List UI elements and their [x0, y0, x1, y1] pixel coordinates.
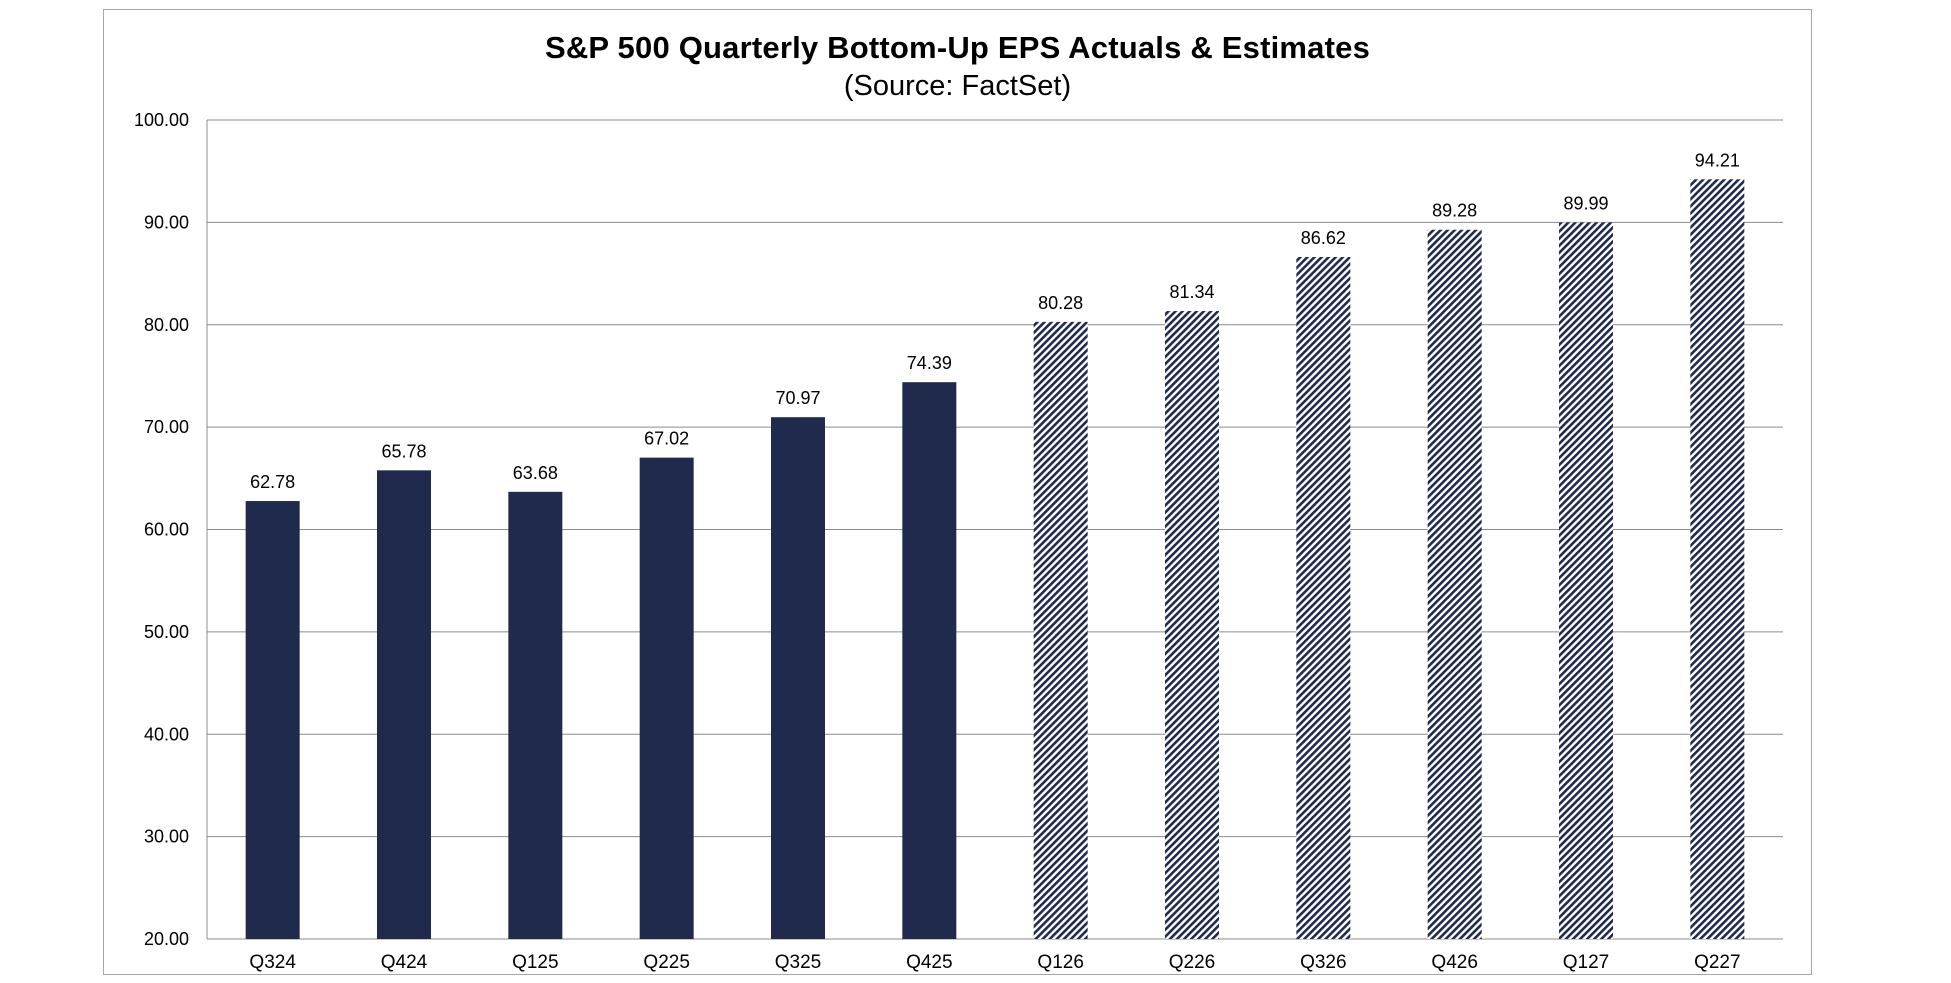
y-tick-label: 50.00	[144, 622, 189, 642]
bar-estimate	[1033, 321, 1088, 939]
y-tick-label: 80.00	[144, 315, 189, 335]
data-label: 89.28	[1432, 201, 1477, 221]
bar-estimate	[1690, 179, 1745, 939]
y-axis: 20.00 30.00 40.00 50.00 60.00 70.00 80.00 90.00…	[134, 110, 208, 949]
bars	[245, 179, 1745, 940]
x-axis: Q324 Q424 Q125 Q225 Q325 Q425 Q126 Q226 Q326 Q426…	[249, 952, 1740, 973]
data-label: 74.39	[907, 353, 952, 373]
chart-title: S&P 500 Quarterly Bottom-Up EPS Actuals …	[544, 30, 1371, 65]
data-labels: 62.78 65.78 63.68 67.02 70.97 74.39 80.28 81.34…	[250, 150, 1740, 492]
y-tick-label: 100.00	[134, 110, 189, 130]
data-label: 81.34	[1169, 282, 1214, 302]
x-tick-label: Q324	[249, 952, 296, 973]
x-tick-label: Q326	[1300, 952, 1346, 973]
data-label: 65.78	[381, 441, 426, 461]
chart-subtitle: (Source: FactSet)	[843, 70, 1072, 102]
data-label: 94.21	[1695, 150, 1740, 170]
x-tick-label: Q227	[1694, 952, 1740, 973]
bar-actual	[639, 457, 694, 939]
x-tick-label: Q226	[1169, 952, 1215, 973]
x-tick-label: Q127	[1563, 952, 1609, 973]
y-tick-label: 70.00	[144, 417, 189, 437]
y-tick-label: 60.00	[144, 520, 189, 540]
bar-actual	[508, 491, 563, 939]
y-tick-label: 30.00	[144, 827, 189, 847]
bar-actual	[377, 470, 431, 939]
data-label: 89.99	[1563, 193, 1608, 213]
bar-actual	[245, 501, 300, 939]
x-tick-label: Q425	[906, 952, 952, 973]
y-tick-label: 20.00	[144, 929, 189, 949]
x-tick-label: Q126	[1037, 952, 1083, 973]
y-tick-label: 40.00	[144, 724, 189, 744]
data-label: 70.97	[775, 388, 820, 408]
y-tick-label: 90.00	[144, 212, 189, 232]
x-tick-label: Q225	[643, 952, 689, 973]
gridlines	[207, 119, 1783, 940]
bar-estimate	[1427, 229, 1482, 940]
data-label: 62.78	[250, 472, 295, 492]
data-label: 67.02	[644, 429, 689, 449]
bar-estimate	[1165, 311, 1219, 939]
x-tick-label: Q424	[381, 952, 428, 973]
x-tick-label: Q426	[1431, 952, 1477, 973]
bar-actual	[902, 382, 957, 939]
bar-actual	[771, 417, 825, 940]
bar-estimate	[1296, 256, 1351, 939]
data-label: 86.62	[1301, 228, 1346, 248]
x-tick-label: Q125	[512, 952, 558, 973]
data-label: 63.68	[513, 463, 558, 483]
bar-estimate	[1559, 222, 1613, 940]
x-tick-label: Q325	[775, 952, 821, 973]
data-label: 80.28	[1038, 293, 1083, 313]
